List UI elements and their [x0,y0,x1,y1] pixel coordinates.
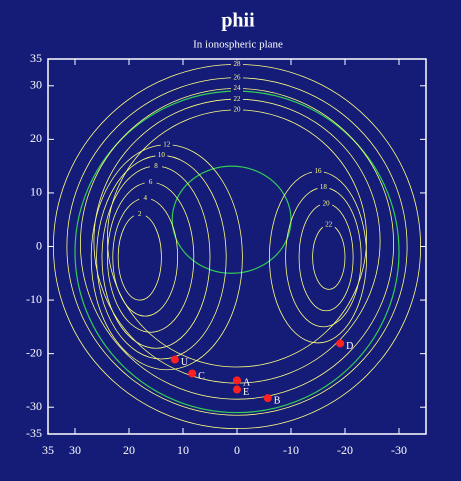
contour-label-bg [150,162,162,171]
contour-label-bg [231,73,243,82]
x-tick-label: 10 [177,443,189,457]
point-label: A [243,378,251,389]
contour-label: 20 [323,199,331,207]
contour-label: 6 [149,178,153,186]
y-tick-label: -10 [26,292,42,306]
contour-label-bg [139,194,152,203]
point-label: D [346,341,353,352]
contour-label-bg [231,105,243,114]
point [170,355,179,364]
contour-label: 10 [158,151,166,159]
x-tick-label: 30 [69,443,81,457]
contour-label: 20 [234,106,242,114]
y-tick-label: 35 [30,51,42,65]
point [233,376,241,385]
y-tick-label: -20 [26,345,42,359]
x-tick-label: 35 [42,443,54,457]
contour-label-bg [155,151,168,160]
point-label: U [181,357,189,368]
contour-label-bg [320,199,333,208]
y-tick-label: 30 [30,78,42,92]
chart-title: phii [221,10,255,32]
contour-label-bg [312,167,324,176]
contour-label-bg [231,84,243,93]
x-tick-label: -30 [391,443,407,457]
point-label: E [243,387,249,398]
chart-subtitle: In ionospheric plane [193,39,283,51]
contour-label: 8 [154,162,158,170]
contour-label-bg [231,95,243,104]
point [188,369,197,378]
y-tick-label: 20 [30,131,42,145]
y-tick-label: -35 [26,426,42,440]
separatrix [171,165,292,274]
contour-label: 2 [138,210,142,218]
contour-label-bg [133,210,146,219]
contour-label-bg [144,178,157,187]
contour-label: 24 [234,84,242,92]
contour-label-bg [322,221,335,230]
contour-label: 12 [163,140,171,148]
contour-label: 22 [234,95,242,103]
y-tick-label: -30 [26,399,42,413]
y-tick-label: 10 [30,185,42,199]
contour-label-bg [317,183,330,192]
contour-label: 28 [234,60,242,68]
contour-label-bg [231,60,243,69]
contour-label: 22 [325,221,333,229]
y-tick-label: 0 [36,238,42,252]
contour-label: 16 [315,167,323,175]
x-tick-label: 0 [234,443,240,457]
contour-label: 26 [234,73,242,81]
point [233,385,241,394]
contour-label-bg [160,140,173,149]
point-label: C [198,371,205,382]
point [263,394,272,403]
x-tick-label: -20 [337,443,353,457]
x-tick-label: -10 [283,443,299,457]
contour-label: 4 [143,194,147,202]
point [336,339,345,348]
point-label: B [274,395,281,406]
x-tick-label: 20 [123,443,135,457]
contour-label: 18 [320,183,328,191]
